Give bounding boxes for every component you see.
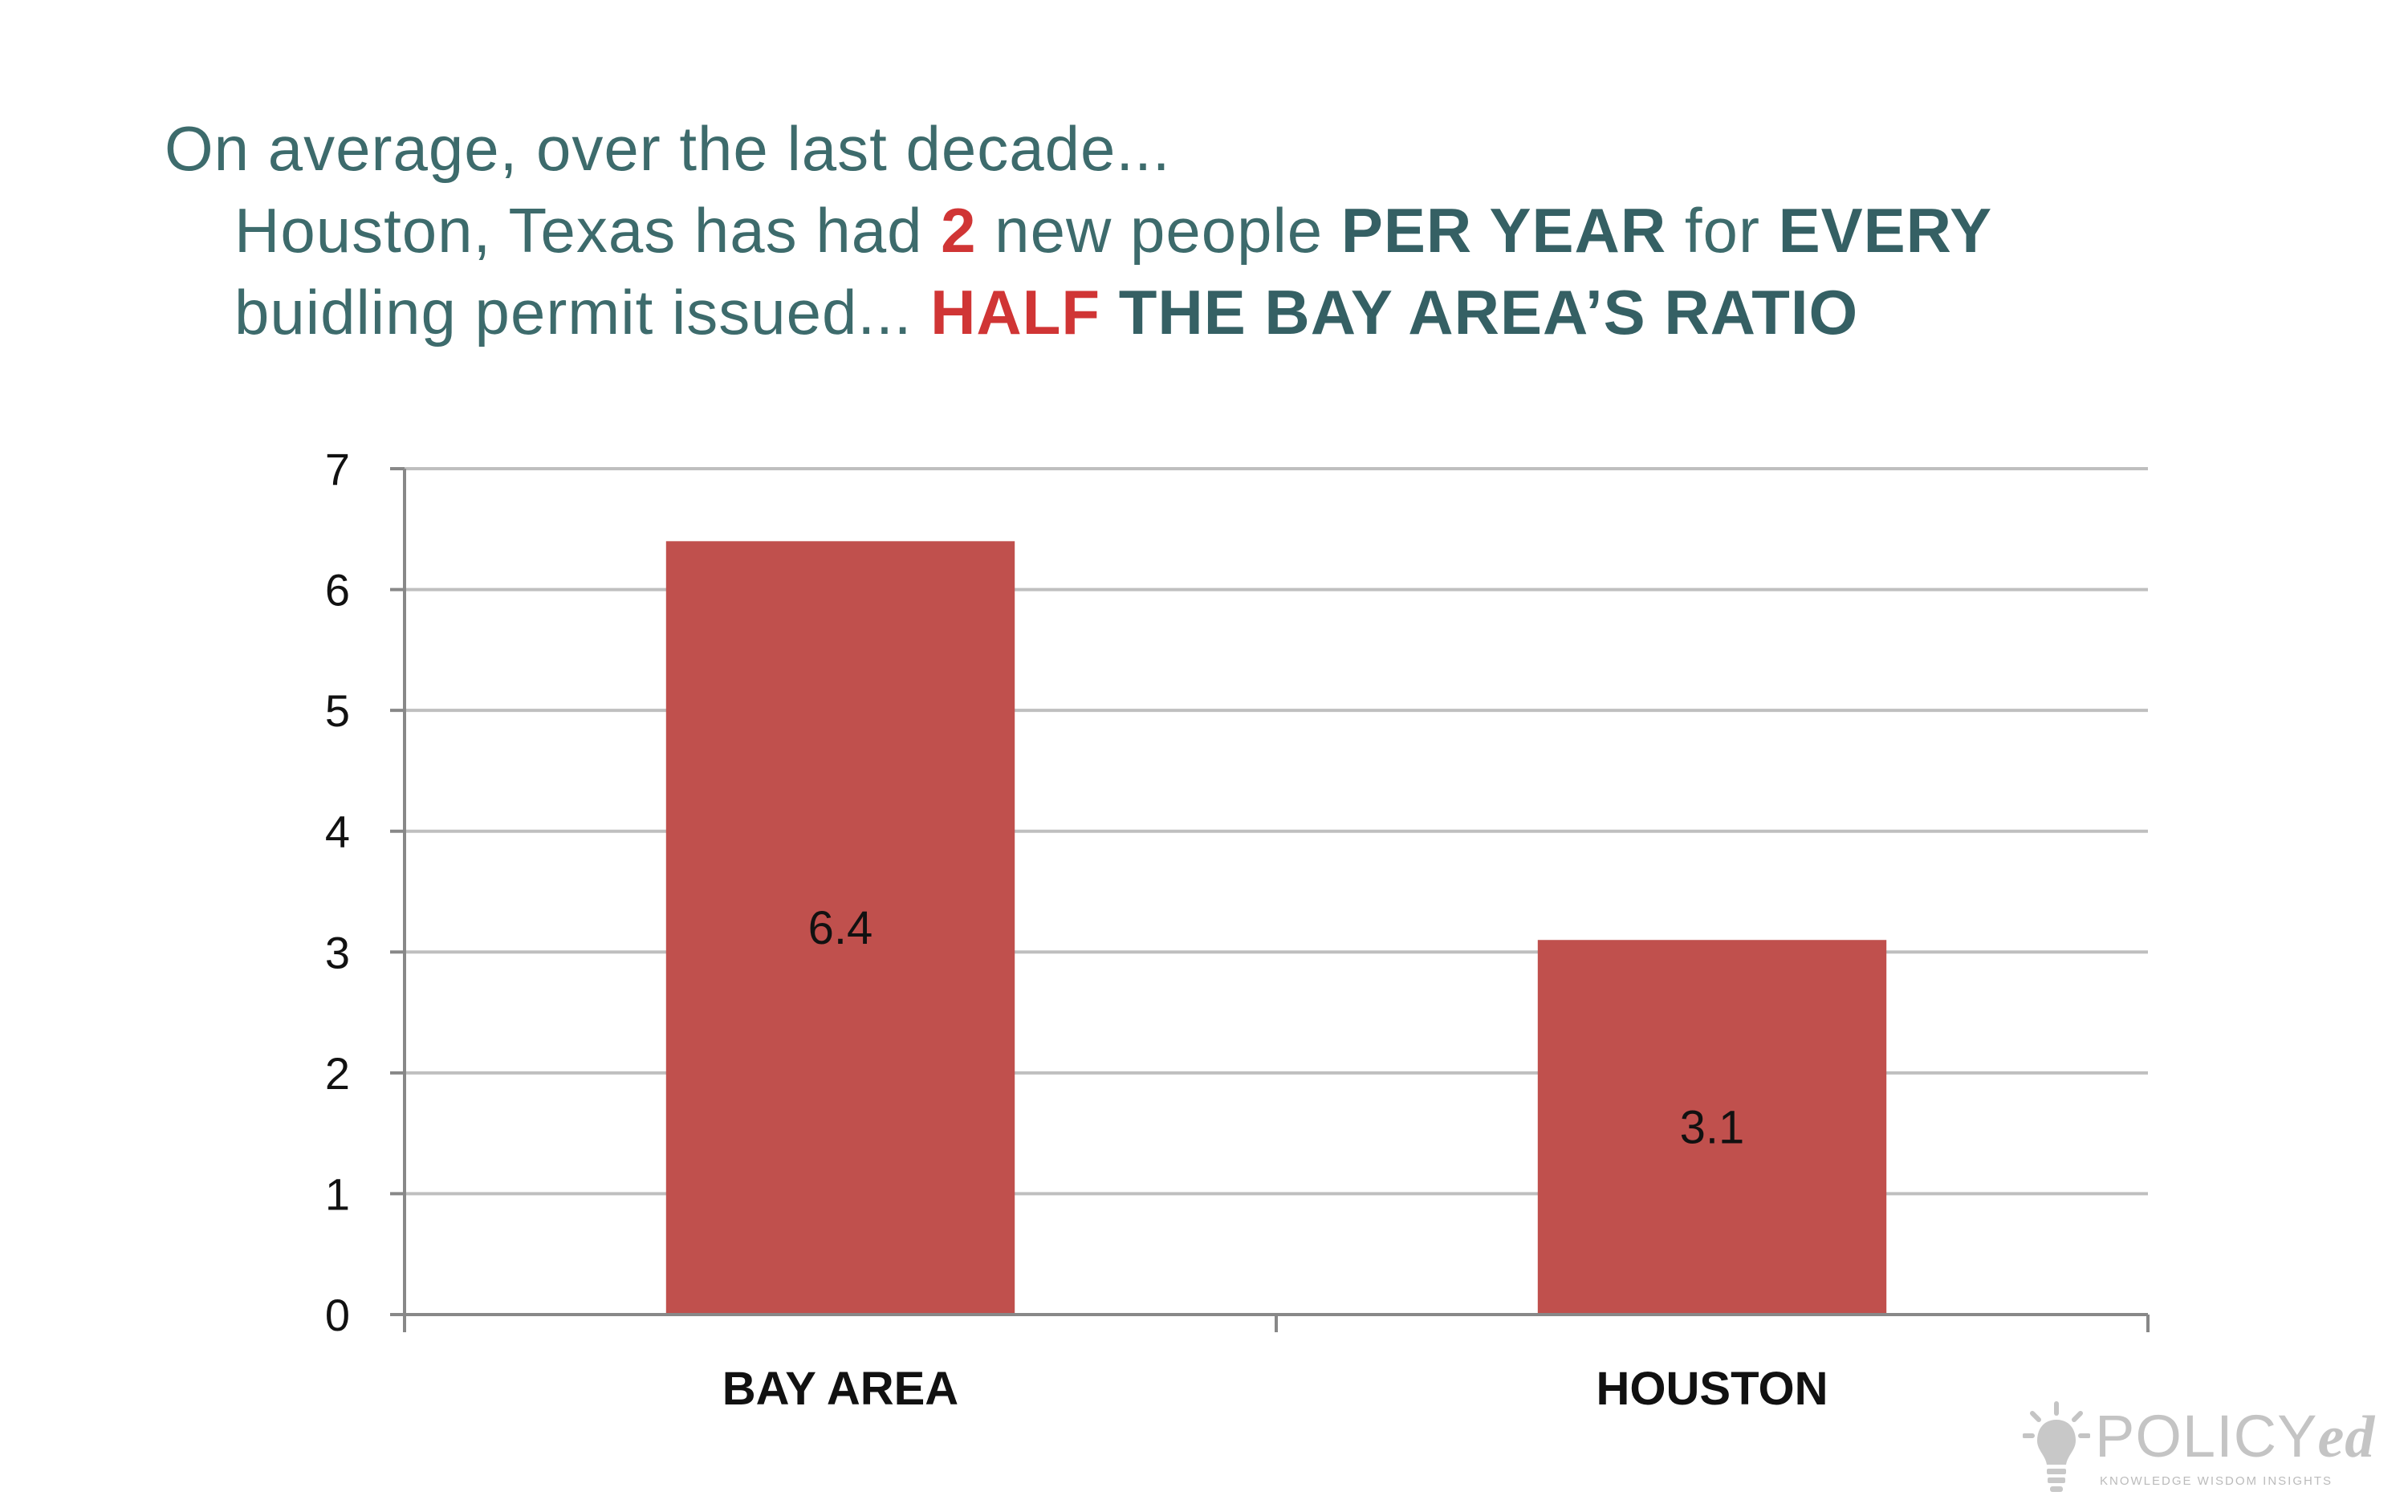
- y-tick-label: 0: [325, 1290, 350, 1340]
- lightbulb-icon: [2023, 1401, 2090, 1492]
- x-category-label: BAY AREA: [722, 1363, 958, 1415]
- headline-half-emphasis: HALF: [930, 277, 1101, 348]
- logo-wordmark-ed: ed: [2317, 1404, 2376, 1470]
- headline-line-2-part-c: new people: [976, 195, 1341, 266]
- logo-wordmark-main: POLICY: [2095, 1403, 2318, 1469]
- bar-data-label: 3.1: [1680, 1102, 1745, 1154]
- headline: On average, over the last decade... Hous…: [0, 0, 2408, 369]
- headline-line-1-text: On average, over the last decade...: [165, 113, 1171, 184]
- y-tick-label: 5: [325, 685, 350, 736]
- logo-tagline: KNOWLEDGE WISDOM INSIGHTS: [2100, 1474, 2333, 1488]
- headline-number-emphasis: 2: [941, 195, 977, 266]
- bar-data-label: 6.4: [808, 902, 873, 954]
- y-tick-label: 7: [325, 444, 350, 494]
- policyed-logo: POLICYed KNOWLEDGE WISDOM INSIGHTS: [2023, 1400, 2376, 1497]
- bar: [1537, 940, 1887, 1315]
- headline-line-2: Houston, Texas has had 2 new people PER …: [234, 190, 1992, 270]
- headline-line-2-part-e: for: [1666, 195, 1779, 266]
- bar: [665, 541, 1015, 1315]
- headline-ratio-emphasis: THE BAY AREA’S RATIO: [1100, 277, 1859, 348]
- headline-every-emphasis: EVERY: [1778, 195, 1993, 266]
- y-tick-label: 2: [325, 1048, 350, 1099]
- x-category-label: HOUSTON: [1597, 1363, 1828, 1415]
- logo-wordmark: POLICYed: [2095, 1402, 2375, 1472]
- headline-line-3-part-a: buidling permit issued...: [234, 277, 931, 348]
- headline-per-year-emphasis: PER YEAR: [1340, 195, 1667, 266]
- y-tick-label: 6: [325, 565, 350, 616]
- headline-line-2-part-a: Houston, Texas has had: [234, 195, 942, 266]
- y-tick-label: 1: [325, 1169, 350, 1219]
- y-tick-label: 3: [325, 927, 350, 978]
- headline-line-3: buidling permit issued... HALF THE BAY A…: [234, 272, 1858, 352]
- y-tick-label: 4: [325, 807, 350, 857]
- headline-line-1: On average, over the last decade...: [165, 108, 1170, 189]
